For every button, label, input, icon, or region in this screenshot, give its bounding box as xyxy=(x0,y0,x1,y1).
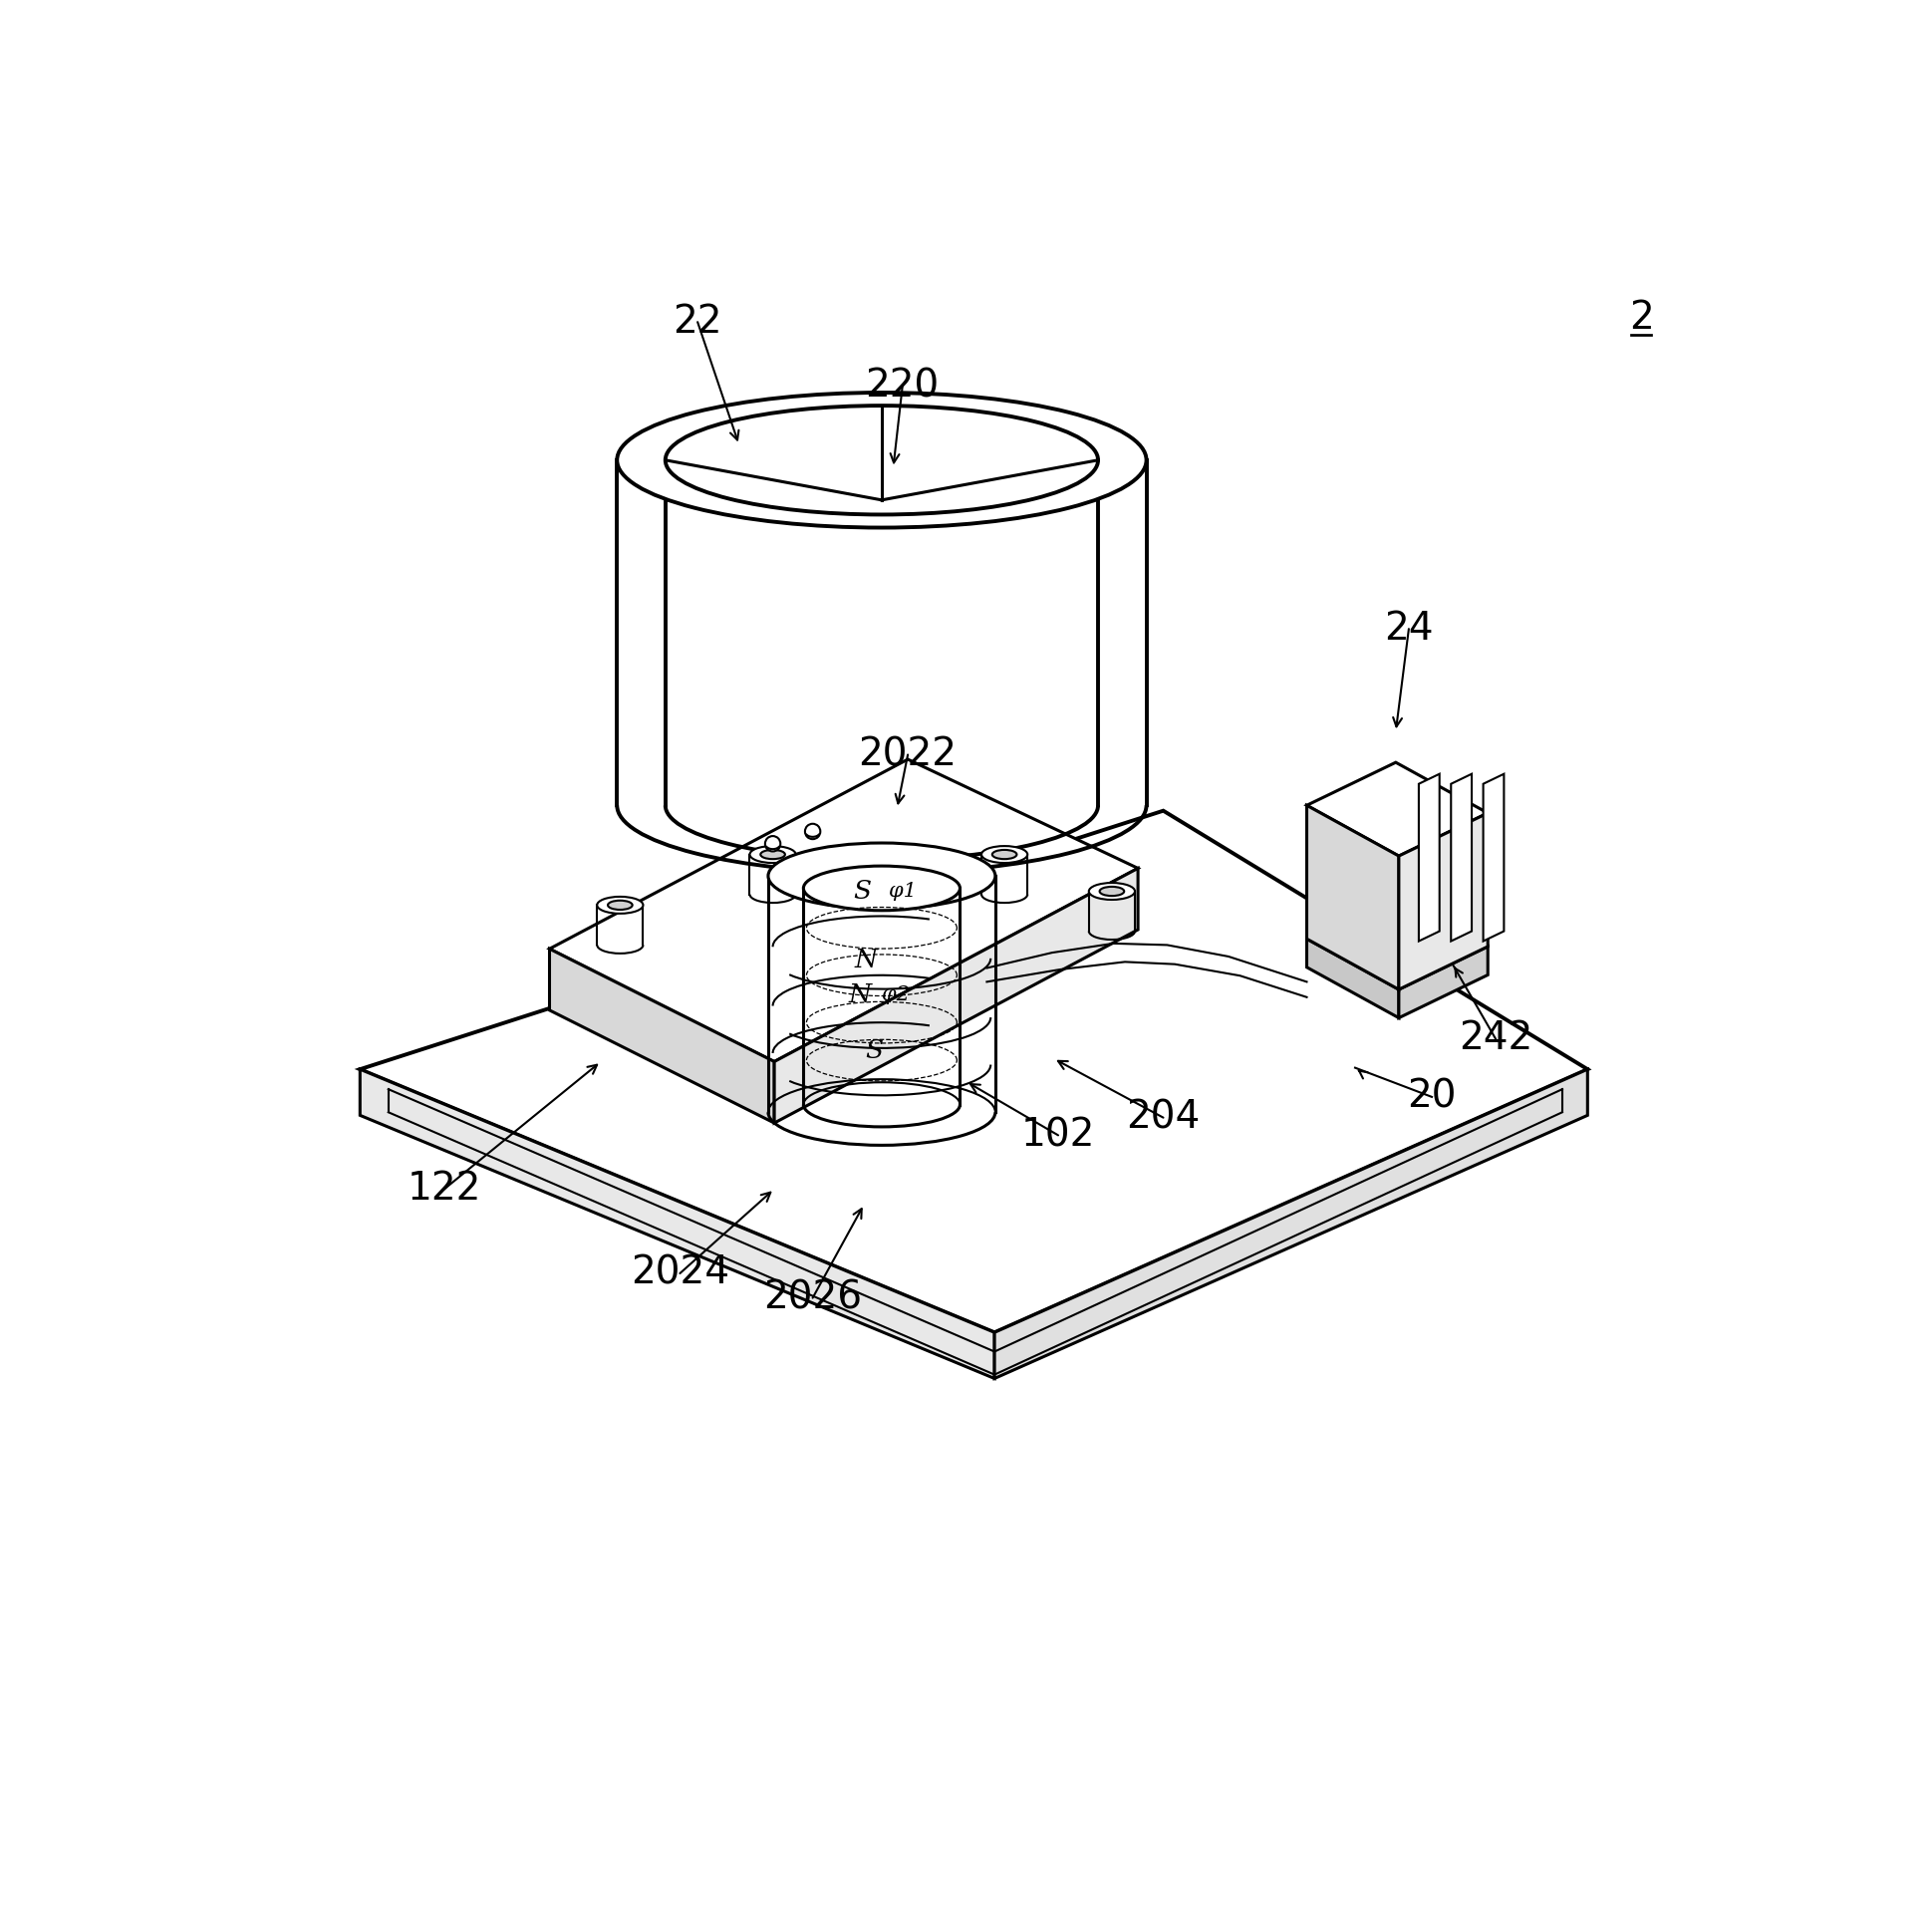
Ellipse shape xyxy=(597,897,643,914)
Text: 2026: 2026 xyxy=(763,1279,862,1318)
Ellipse shape xyxy=(1099,887,1124,895)
Text: φ1: φ1 xyxy=(889,882,916,901)
Ellipse shape xyxy=(616,394,1146,529)
Text: 102: 102 xyxy=(1020,1117,1095,1154)
Ellipse shape xyxy=(991,851,1016,858)
Polygon shape xyxy=(1451,774,1470,941)
Polygon shape xyxy=(1399,812,1488,990)
Text: S: S xyxy=(864,1038,883,1063)
Polygon shape xyxy=(1306,806,1399,990)
Text: 220: 220 xyxy=(866,368,939,405)
Text: 242: 242 xyxy=(1459,1020,1532,1057)
Ellipse shape xyxy=(767,843,995,909)
Circle shape xyxy=(804,824,819,839)
Text: N: N xyxy=(854,947,877,972)
Polygon shape xyxy=(1482,774,1503,941)
Text: 20: 20 xyxy=(1406,1078,1455,1115)
Ellipse shape xyxy=(981,847,1028,862)
Text: 2: 2 xyxy=(1629,299,1652,336)
Polygon shape xyxy=(775,868,1138,1123)
Text: 2022: 2022 xyxy=(858,735,956,774)
Circle shape xyxy=(765,835,781,851)
Ellipse shape xyxy=(665,405,1097,515)
Ellipse shape xyxy=(804,866,960,910)
Ellipse shape xyxy=(1088,883,1134,899)
Polygon shape xyxy=(549,760,1138,1061)
Polygon shape xyxy=(359,810,1586,1333)
Text: N: N xyxy=(848,982,871,1007)
Text: 24: 24 xyxy=(1383,610,1434,648)
Text: S: S xyxy=(852,880,869,905)
Text: 204: 204 xyxy=(1126,1100,1200,1136)
Polygon shape xyxy=(1306,762,1488,856)
Polygon shape xyxy=(359,1069,993,1379)
Polygon shape xyxy=(549,949,775,1123)
Text: φ2: φ2 xyxy=(881,986,908,1005)
Text: 22: 22 xyxy=(672,303,723,341)
Polygon shape xyxy=(1306,939,1399,1019)
Text: 2024: 2024 xyxy=(630,1254,728,1292)
Polygon shape xyxy=(1418,774,1439,941)
Polygon shape xyxy=(1399,947,1488,1019)
Ellipse shape xyxy=(759,851,784,858)
Polygon shape xyxy=(993,1069,1586,1379)
Text: 122: 122 xyxy=(408,1171,481,1208)
Ellipse shape xyxy=(607,901,632,910)
Ellipse shape xyxy=(750,847,796,862)
